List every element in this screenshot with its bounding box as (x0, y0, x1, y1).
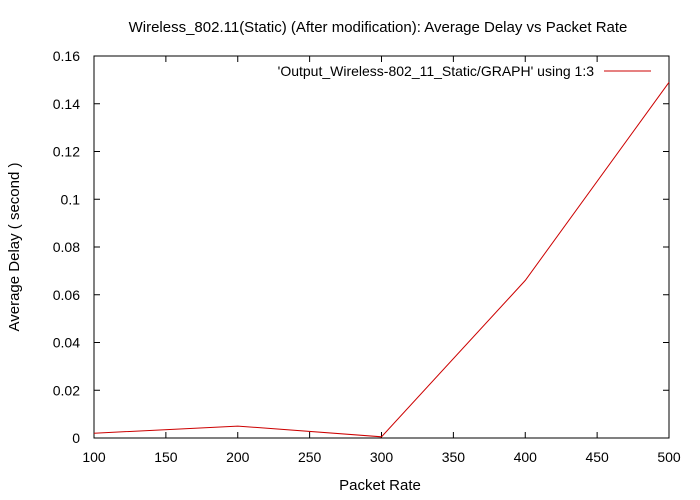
y-axis-label: Average Delay ( second ) (6, 163, 23, 332)
x-tick-label: 150 (154, 449, 178, 465)
legend-label-series-1: 'Output_Wireless-802_11_Static/GRAPH' us… (278, 63, 595, 79)
x-tick-label: 200 (226, 449, 250, 465)
series-line-1 (93, 82, 670, 438)
x-tick-label: 500 (657, 449, 681, 465)
y-tick-label: 0.06 (53, 287, 80, 303)
chart-title: Wireless_802.11(Static) (After modificat… (129, 19, 628, 36)
y-tick-labels: 0 0.02 0.04 0.06 0.08 0.1 0.12 0.14 0.16 (53, 48, 80, 446)
x-tick-label: 450 (585, 449, 609, 465)
legend: 'Output_Wireless-802_11_Static/GRAPH' us… (278, 63, 651, 79)
y-tick-label: 0 (72, 430, 80, 446)
axis-ticks (93, 55, 670, 439)
x-tick-label: 350 (442, 449, 466, 465)
y-tick-label: 0.16 (53, 48, 80, 64)
y-tick-label: 0.02 (53, 382, 80, 398)
series-layer (93, 82, 670, 438)
y-tick-label: 0.1 (61, 191, 81, 207)
plot-frame (93, 55, 670, 439)
y-tick-label: 0.14 (53, 96, 80, 112)
x-tick-label: 300 (370, 449, 394, 465)
x-tick-label: 400 (514, 449, 538, 465)
y-tick-label: 0.12 (53, 144, 80, 160)
x-tick-labels: 100 150 200 250 300 350 400 450 500 (82, 449, 681, 465)
y-tick-label: 0.08 (53, 239, 80, 255)
x-tick-label: 100 (82, 449, 106, 465)
x-tick-label: 250 (298, 449, 322, 465)
x-axis-label: Packet Rate (339, 477, 421, 494)
y-tick-label: 0.04 (53, 335, 80, 351)
